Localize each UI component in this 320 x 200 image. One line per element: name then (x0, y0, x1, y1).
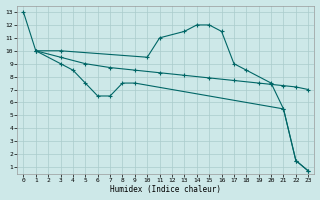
X-axis label: Humidex (Indice chaleur): Humidex (Indice chaleur) (110, 185, 221, 194)
